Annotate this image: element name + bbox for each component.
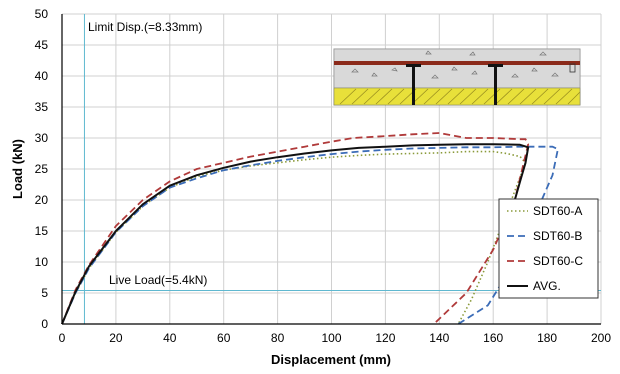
x-tick-label-7: 140 [429, 331, 449, 345]
series-line-sdt60-b [61, 145, 559, 325]
schematic-support-base [333, 87, 581, 106]
x-axis-label: Displacement (mm) [271, 352, 391, 367]
legend: SDT60-A SDT60-B SDT60-C AVG. [498, 198, 599, 299]
y-tick-label-9: 45 [35, 38, 49, 52]
x-tick-label-3: 60 [217, 331, 231, 345]
schematic-bolt-right [494, 65, 497, 105]
series-line-avg [61, 143, 530, 325]
y-tick-label-5: 25 [35, 162, 49, 176]
legend-label-sdt60-c: SDT60-C [533, 254, 583, 268]
axes [61, 14, 601, 325]
x-tick-label-4: 80 [271, 331, 285, 345]
y-tick-label-0: 0 [41, 317, 48, 331]
schematic-concrete-slab [333, 48, 581, 89]
schematic-bolt-right-head [488, 64, 503, 67]
series-line-sdt60-c [61, 132, 530, 325]
x-tick-label-5: 100 [321, 331, 341, 345]
y-tick-label-2: 10 [35, 255, 49, 269]
schematic-base-hatch [339, 88, 581, 105]
x-tick-label-6: 120 [375, 331, 395, 345]
tick-labels: 0 20 40 60 80 100 120 140 160 180 200 0 5 10 15 20 25 30 3… [35, 7, 612, 345]
schematic-bolt-left-head [406, 64, 421, 67]
schematic-anchor-right [569, 63, 576, 73]
schematic-bolt-left [412, 65, 415, 105]
y-tick-label-7: 35 [35, 100, 49, 114]
x-tick-label-1: 20 [109, 331, 123, 345]
y-tick-label-6: 30 [35, 131, 49, 145]
legend-label-sdt60-b: SDT60-B [533, 229, 582, 243]
annotation-live-load: Live Load(=5.4kN) [109, 273, 207, 287]
y-tick-label-8: 40 [35, 69, 49, 83]
x-tick-label-9: 180 [537, 331, 557, 345]
y-tick-label-1: 5 [41, 286, 48, 300]
y-axis-label: Load (kN) [10, 139, 25, 199]
x-tick-label-0: 0 [59, 331, 66, 345]
y-tick-label-3: 15 [35, 224, 49, 238]
x-tick-label-2: 40 [163, 331, 177, 345]
x-tick-label-8: 160 [483, 331, 503, 345]
series-line-sdt60-a [61, 150, 527, 325]
schematic-steel-plate [334, 61, 580, 65]
schematic-aggregate-marks [351, 50, 559, 79]
legend-label-sdt60-a: SDT60-A [533, 204, 582, 218]
annotation-limit-disp: Limit Disp.(=8.33mm) [88, 20, 202, 34]
data-series [61, 132, 559, 325]
x-tick-label-10: 200 [591, 331, 611, 345]
specimen-schematic [333, 48, 581, 106]
legend-box [498, 198, 599, 299]
y-tick-label-4: 20 [35, 193, 49, 207]
y-tick-label-10: 50 [35, 7, 49, 21]
legend-label-avg: AVG. [533, 279, 561, 293]
